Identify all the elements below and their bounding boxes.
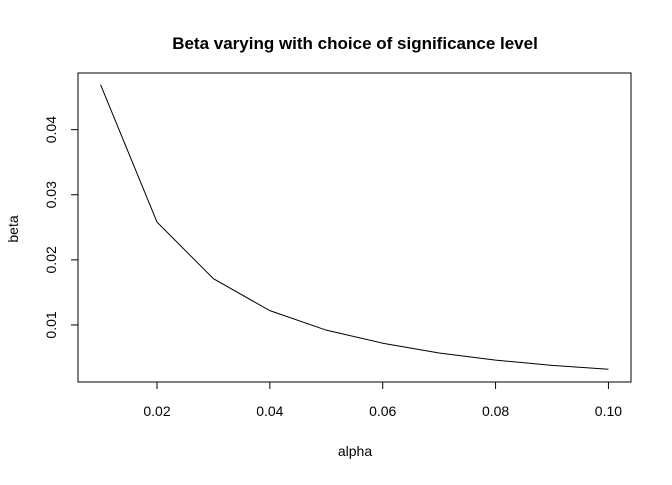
series-layer bbox=[100, 84, 609, 370]
chart-title: Beta varying with choice of significance… bbox=[172, 34, 538, 53]
x-tick-label: 0.02 bbox=[143, 403, 170, 419]
x-tick-label: 0.08 bbox=[482, 403, 509, 419]
beta-series-line bbox=[100, 84, 609, 370]
x-axis-label: alpha bbox=[338, 443, 372, 459]
x-tick-label: 0.06 bbox=[369, 403, 396, 419]
x-axis: 0.02 0.04 0.06 0.08 0.10 bbox=[143, 381, 622, 419]
plot-box bbox=[77, 72, 632, 383]
y-tick-label: 0.04 bbox=[43, 116, 59, 143]
y-tick-label: 0.01 bbox=[43, 311, 59, 338]
y-tick-label: 0.03 bbox=[43, 181, 59, 208]
x-tick-label: 0.04 bbox=[256, 403, 283, 419]
y-tick-label: 0.02 bbox=[43, 246, 59, 273]
y-axis: 0.01 0.02 0.03 0.04 bbox=[43, 116, 79, 339]
x-tick-label: 0.10 bbox=[595, 403, 622, 419]
y-axis-label: beta bbox=[5, 215, 21, 242]
